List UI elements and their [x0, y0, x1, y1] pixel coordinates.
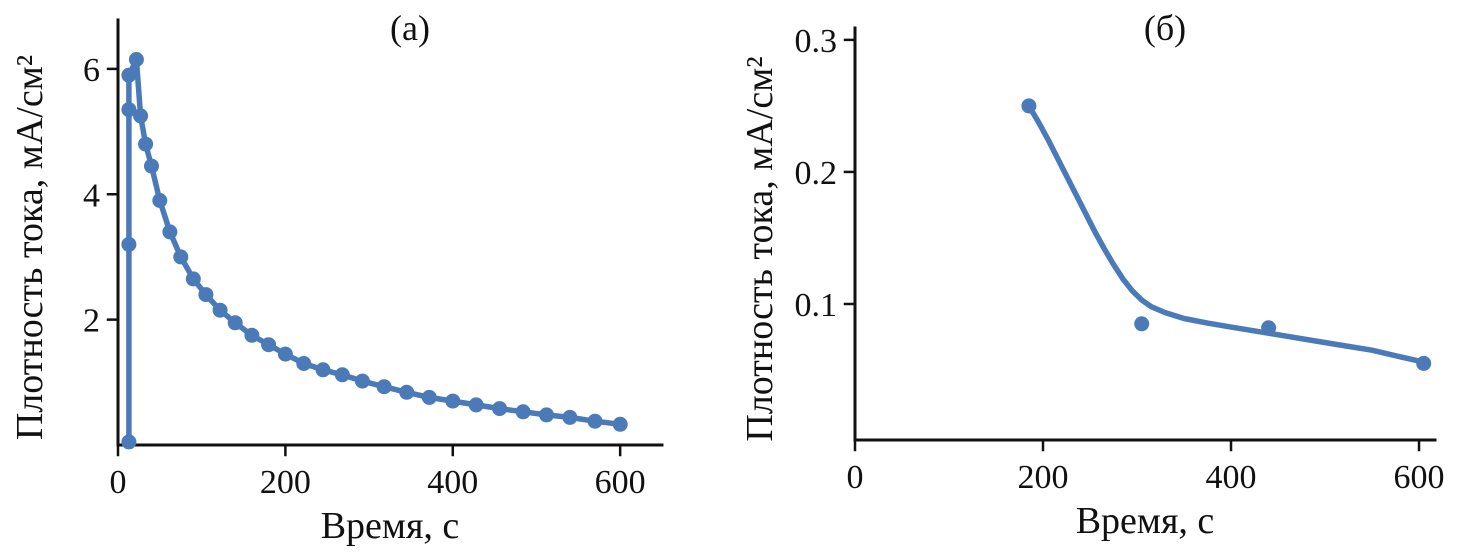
chart-title: (б): [1144, 8, 1186, 48]
y-tick-label: 4: [83, 177, 100, 214]
data-point-current-density-decay: [138, 136, 154, 152]
data-point-measured-points: [1134, 316, 1150, 332]
data-point-current-density-decay: [244, 327, 260, 343]
data-point-current-density-decay: [144, 158, 159, 174]
data-point-current-density-decay: [277, 346, 293, 362]
data-point-current-density-decay: [376, 379, 392, 395]
data-point-current-density-decay: [515, 404, 531, 420]
x-tick-label: 200: [1018, 459, 1069, 496]
x-tick-label: 400: [1206, 459, 1257, 496]
data-point-current-density-decay: [354, 373, 370, 389]
data-point-current-density-decay: [612, 416, 628, 432]
data-point-current-density-decay: [121, 236, 137, 252]
chart-a: 0 200 400 600 2 4 6 (а) Время, с Плотность тока, …: [9, 8, 664, 547]
data-point-current-density-decay: [562, 409, 578, 425]
x-axis-label: Время, с: [1076, 500, 1215, 542]
data-point-measured-points: [1021, 98, 1037, 114]
data-point-current-density-decay: [539, 407, 554, 423]
y-axis-label: Плотность тока, мА/см²: [9, 55, 51, 440]
data-point-current-density-decay: [173, 249, 189, 265]
data-point-measured-points: [1261, 320, 1277, 336]
x-tick-label: 0: [110, 464, 127, 501]
data-point-current-density-decay: [445, 393, 461, 409]
x-axis-label: Время, с: [321, 505, 460, 547]
x-tick-label: 600: [1394, 459, 1445, 496]
data-point-current-density-decay: [152, 193, 168, 208]
data-point-current-density-decay: [121, 434, 137, 450]
data-point-current-density-decay: [121, 67, 137, 83]
data-point-current-density-decay: [261, 337, 277, 353]
data-point-current-density-decay: [185, 271, 201, 287]
y-tick-label: 0.1: [795, 287, 838, 324]
x-tick-label: 200: [260, 464, 311, 501]
y-tick-label: 0.3: [795, 23, 838, 60]
y-axis-label: Плотность тока, мА/см²: [739, 56, 781, 441]
data-point-current-density-decay: [212, 302, 228, 318]
y-tick-label: 0.2: [795, 155, 838, 192]
data-point-current-density-decay: [227, 315, 243, 331]
data-point-current-density-decay: [334, 367, 350, 383]
data-point-current-density-decay: [399, 384, 415, 400]
data-point-current-density-decay: [421, 389, 437, 405]
data-point-measured-points: [1416, 355, 1432, 371]
data-line-current-density-decay: [126, 56, 623, 445]
y-tick-label: 2: [83, 303, 100, 340]
chart-title: (а): [390, 8, 430, 48]
x-tick-label: 600: [595, 464, 646, 501]
data-point-current-density-decay: [492, 401, 508, 417]
data-point-current-density-decay: [315, 362, 331, 378]
data-point-current-density-decay: [198, 287, 214, 303]
data-point-current-density-decay: [468, 397, 484, 413]
chart-b: 0 200 400 600 0.1 0.2 0.3 (б) Время, с Плотность …: [739, 8, 1445, 542]
data-point-current-density-decay: [162, 224, 178, 240]
x-tick-label: 400: [427, 464, 478, 501]
data-point-current-density-decay: [296, 356, 312, 371]
x-tick-label: 0: [847, 459, 864, 496]
data-point-current-density-decay: [133, 108, 149, 124]
data-point-current-density-decay: [121, 102, 137, 118]
data-point-current-density-decay: [128, 52, 144, 67]
data-point-current-density-decay: [587, 413, 603, 429]
data-line-fit-line: [1026, 103, 1427, 365]
y-tick-label: 6: [83, 52, 100, 89]
